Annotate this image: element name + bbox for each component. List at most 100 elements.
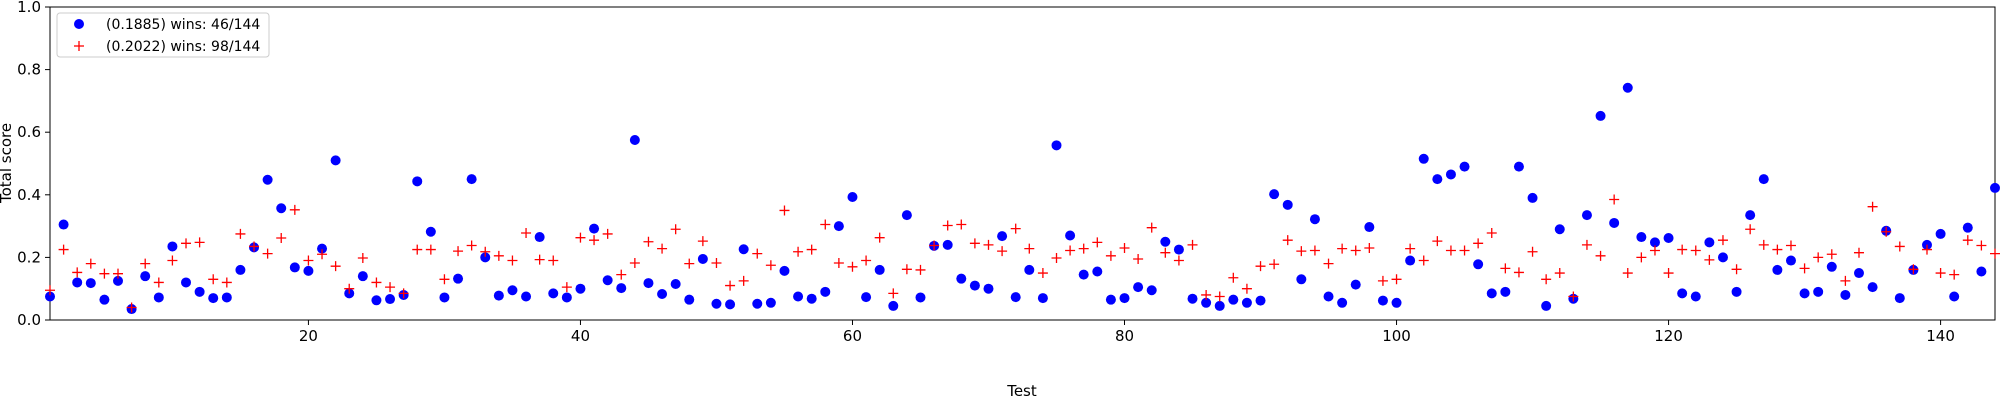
- series-2: [45, 194, 2000, 313]
- legend-marker-series-2: [74, 41, 84, 51]
- data-point-plus: [861, 255, 872, 266]
- data-point-plus: [1350, 245, 1361, 256]
- data-point-plus: [1405, 243, 1416, 254]
- data-point-plus: [99, 268, 110, 279]
- data-point-plus: [874, 232, 885, 243]
- data-point-circle: [1160, 236, 1171, 247]
- data-point-circle: [262, 174, 273, 185]
- data-point-circle: [466, 174, 477, 185]
- data-point-plus: [72, 267, 83, 278]
- data-point-plus: [1309, 245, 1320, 256]
- x-tick-label: 100: [1382, 327, 1411, 345]
- data-point-circle: [480, 252, 491, 263]
- data-point-circle: [643, 278, 654, 289]
- data-point-circle: [1962, 222, 1973, 233]
- data-point-circle: [1309, 214, 1320, 225]
- data-point-circle: [330, 155, 341, 166]
- data-point-plus: [765, 260, 776, 271]
- data-point-plus: [1105, 250, 1116, 261]
- data-point-circle: [1228, 294, 1239, 305]
- data-point-plus: [1813, 252, 1824, 263]
- y-tick-label: 0.8: [17, 61, 41, 79]
- data-point-circle: [58, 219, 69, 230]
- data-point-circle: [616, 283, 627, 294]
- data-point-plus: [276, 232, 287, 243]
- data-point-plus: [330, 261, 341, 272]
- data-point-circle: [548, 288, 559, 299]
- data-point-circle: [942, 239, 953, 250]
- data-point-plus: [1908, 264, 1919, 275]
- data-point-plus: [1636, 252, 1647, 263]
- data-point-circle: [1894, 293, 1905, 304]
- data-point-plus: [167, 255, 178, 266]
- legend-marker-series-1: [74, 19, 84, 29]
- data-point-plus: [1459, 245, 1470, 256]
- data-point-circle: [1772, 264, 1783, 275]
- data-point-circle: [1976, 266, 1987, 277]
- data-point-circle: [561, 292, 572, 303]
- data-point-plus: [507, 255, 518, 266]
- data-point-circle: [1745, 210, 1756, 221]
- data-point-circle: [1799, 288, 1810, 299]
- data-point-plus: [1799, 263, 1810, 274]
- data-point-plus: [1119, 243, 1130, 254]
- data-point-plus: [997, 246, 1008, 257]
- data-point-plus: [521, 227, 532, 238]
- data-point-plus: [235, 228, 246, 239]
- data-point-circle: [575, 283, 586, 294]
- data-point-circle: [1364, 222, 1375, 233]
- data-point-plus: [1677, 244, 1688, 255]
- data-point-circle: [1051, 140, 1062, 151]
- data-point-circle: [1092, 266, 1103, 277]
- data-point-plus: [820, 219, 831, 230]
- data-point-circle: [1214, 300, 1225, 311]
- data-point-plus: [1160, 247, 1171, 258]
- data-point-plus: [548, 255, 559, 266]
- data-point-plus: [262, 248, 273, 259]
- data-point-plus: [1473, 238, 1484, 249]
- data-point-circle: [1269, 189, 1280, 200]
- data-point-circle: [72, 277, 83, 288]
- data-point-circle: [738, 244, 749, 255]
- data-point-plus: [1051, 253, 1062, 264]
- data-point-circle: [1037, 293, 1048, 304]
- data-point-plus: [1826, 249, 1837, 260]
- data-point-circle: [1826, 261, 1837, 272]
- legend: (0.1885) wins: 46/144 (0.2022) wins: 98/…: [56, 12, 270, 58]
- data-point-circle: [589, 223, 600, 234]
- data-point-plus: [1187, 239, 1198, 250]
- data-point-circle: [208, 293, 219, 304]
- data-point-plus: [181, 238, 192, 249]
- data-point-plus: [303, 255, 314, 266]
- data-point-circle: [752, 298, 763, 309]
- x-tick-label: 20: [299, 327, 318, 345]
- data-point-circle: [1119, 293, 1130, 304]
- data-point-plus: [1663, 268, 1674, 279]
- data-point-circle: [629, 135, 640, 146]
- data-point-plus: [1962, 235, 1973, 246]
- x-tick-label: 120: [1654, 327, 1683, 345]
- data-point-plus: [1717, 235, 1728, 246]
- data-point-plus: [1745, 224, 1756, 235]
- data-point-plus: [969, 238, 980, 249]
- data-point-circle: [888, 300, 899, 311]
- data-point-plus: [1609, 194, 1620, 205]
- data-point-plus: [1364, 243, 1375, 254]
- data-point-circle: [711, 298, 722, 309]
- data-point-circle: [1282, 199, 1293, 210]
- data-point-circle: [85, 278, 96, 289]
- y-tick-label: 0.0: [17, 311, 41, 329]
- data-point-plus: [1527, 246, 1538, 257]
- data-point-plus: [1595, 250, 1606, 261]
- data-point-circle: [670, 279, 681, 290]
- data-point-plus: [956, 219, 967, 230]
- data-point-plus: [1214, 291, 1225, 302]
- data-point-circle: [847, 191, 858, 202]
- data-point-circle: [1486, 288, 1497, 299]
- data-point-plus: [1146, 222, 1157, 233]
- data-point-circle: [956, 273, 967, 284]
- data-point-circle: [303, 265, 314, 276]
- data-point-circle: [1867, 282, 1878, 293]
- data-point-circle: [1840, 289, 1851, 300]
